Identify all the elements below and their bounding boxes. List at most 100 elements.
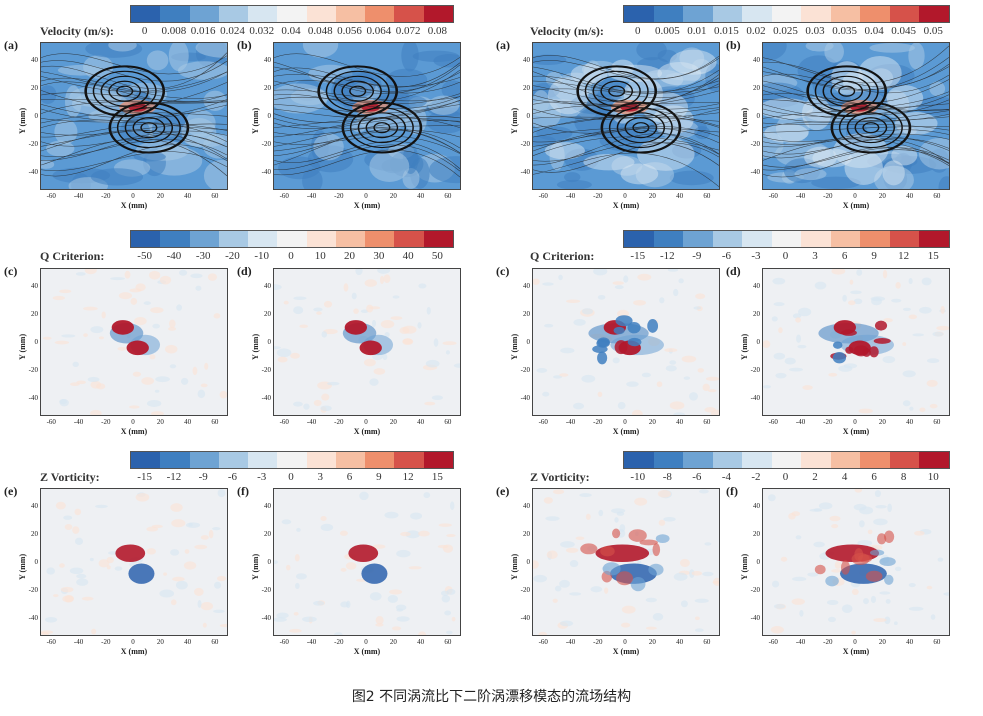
- colorbar-tick: 2: [812, 471, 818, 483]
- y-tick-label: 20: [264, 83, 271, 92]
- y-tick-label: -40: [28, 614, 38, 623]
- colorbar-tick: 0.04: [281, 25, 301, 37]
- velocity-patch: [824, 43, 844, 63]
- y-tick-label: 0: [526, 558, 531, 566]
- colorbar-swatch: [653, 6, 684, 22]
- streamline: [41, 99, 227, 119]
- x-tick-label: 20: [156, 418, 164, 426]
- vortex-fragment: [832, 352, 847, 364]
- noise-patch: [853, 503, 867, 511]
- colorbar: [130, 451, 454, 469]
- noise-patch: [797, 344, 807, 349]
- velocity-patch: [653, 105, 694, 134]
- streamline: [763, 149, 949, 178]
- panel-right-e: (e) 40 20 0 -20 -40 -60 -40 -20 0 20 40 60 Y (mm) X (m…: [496, 484, 720, 656]
- colorbar-swatch: [160, 231, 190, 247]
- streamline: [41, 130, 227, 148]
- noise-patch: [849, 279, 854, 285]
- plot-area: [762, 488, 950, 636]
- colorbar-swatch: [712, 452, 743, 468]
- plot-area: [40, 268, 228, 416]
- noise-patch: [789, 367, 804, 372]
- x-tick-label: 20: [389, 418, 397, 426]
- vortex-fragment: [869, 346, 879, 358]
- noise-patch: [902, 400, 911, 407]
- x-axis-label: X (mm): [353, 427, 381, 436]
- noise-patch: [159, 589, 175, 598]
- noise-patch: [834, 561, 842, 569]
- y-axis-label: Y (mm): [740, 107, 749, 134]
- streamline: [763, 114, 949, 128]
- noise-patch: [321, 393, 330, 401]
- noise-patch: [89, 557, 94, 562]
- x-tick-label: -20: [334, 418, 344, 426]
- noise-patch: [194, 587, 204, 596]
- streamline: [763, 126, 949, 133]
- noise-patch: [546, 550, 558, 559]
- colorbar-swatch: [860, 6, 890, 22]
- noise-patch: [807, 572, 819, 577]
- colorbar-tick: 0.016: [190, 25, 216, 37]
- noise-patch: [831, 569, 842, 573]
- noise-patch: [870, 595, 877, 604]
- colorbar-swatch: [423, 231, 453, 247]
- streamline: [533, 71, 719, 104]
- y-tick-label: 0: [526, 338, 531, 346]
- streamline: [41, 71, 227, 93]
- colorbar-swatch: [218, 452, 249, 468]
- panel-left-d: (d) 40 20 0 -20 -40 -60 -40 -20 0 20 40 60 Y (mm) X (m…: [237, 264, 461, 436]
- noise-patch: [183, 561, 197, 570]
- noise-patch: [634, 497, 648, 506]
- noise-patch: [46, 567, 55, 575]
- noise-patch: [169, 364, 177, 369]
- noise-patch: [699, 489, 709, 494]
- colorbar-ticks: -10 -8 -6 -4 -2 0 2 4 6 8 10: [623, 471, 948, 485]
- noise-patch: [359, 491, 369, 501]
- noise-patch: [76, 380, 86, 385]
- noise-patch: [612, 281, 624, 285]
- noise-patch: [841, 604, 853, 613]
- streamline: [763, 45, 949, 84]
- noise-patch: [673, 288, 679, 297]
- noise-patch: [75, 272, 86, 276]
- colorbar-swatch: [365, 452, 395, 468]
- panel-tag: (b): [237, 38, 252, 52]
- velocity-patch: [620, 163, 659, 185]
- noise-patch: [405, 530, 420, 539]
- noise-patch: [937, 557, 944, 562]
- y-axis-label: Y (mm): [740, 553, 749, 580]
- colorbar-swatch: [277, 6, 307, 22]
- colorbar-tick: -15: [137, 471, 152, 483]
- noise-patch: [773, 352, 786, 360]
- noise-patch: [828, 372, 838, 377]
- noise-patch: [170, 503, 183, 512]
- streamline: [533, 128, 719, 143]
- noise-patch: [52, 295, 66, 301]
- noise-patch: [396, 616, 410, 622]
- colorbar-tick: 0: [288, 471, 294, 483]
- noise-patch: [423, 492, 431, 499]
- noise-patch: [375, 615, 384, 625]
- colorbar-tick: 0.08: [427, 25, 447, 37]
- colorbar-swatch: [624, 6, 654, 22]
- velocity-patch: [763, 43, 787, 62]
- x-tick-label: 20: [878, 192, 886, 200]
- noise-patch: [874, 490, 881, 498]
- vorticity-fragment: [648, 563, 664, 576]
- y-tick-label: -20: [28, 366, 38, 375]
- x-tick-label: 40: [906, 418, 914, 426]
- vortex-fragment: [845, 346, 854, 354]
- y-axis-label: Y (mm): [18, 553, 27, 580]
- x-tick-label: 40: [676, 638, 684, 646]
- streamline: [763, 73, 949, 94]
- x-tick-label: 20: [156, 192, 164, 200]
- noise-patch: [590, 586, 603, 593]
- noise-patch: [44, 616, 58, 623]
- x-tick-label: 60: [444, 418, 452, 426]
- noise-patch: [369, 592, 382, 601]
- noise-patch: [538, 631, 547, 635]
- noise-patch: [441, 594, 451, 603]
- noise-patch: [831, 269, 846, 275]
- y-tick-label: 20: [31, 529, 38, 538]
- noise-patch: [154, 389, 160, 393]
